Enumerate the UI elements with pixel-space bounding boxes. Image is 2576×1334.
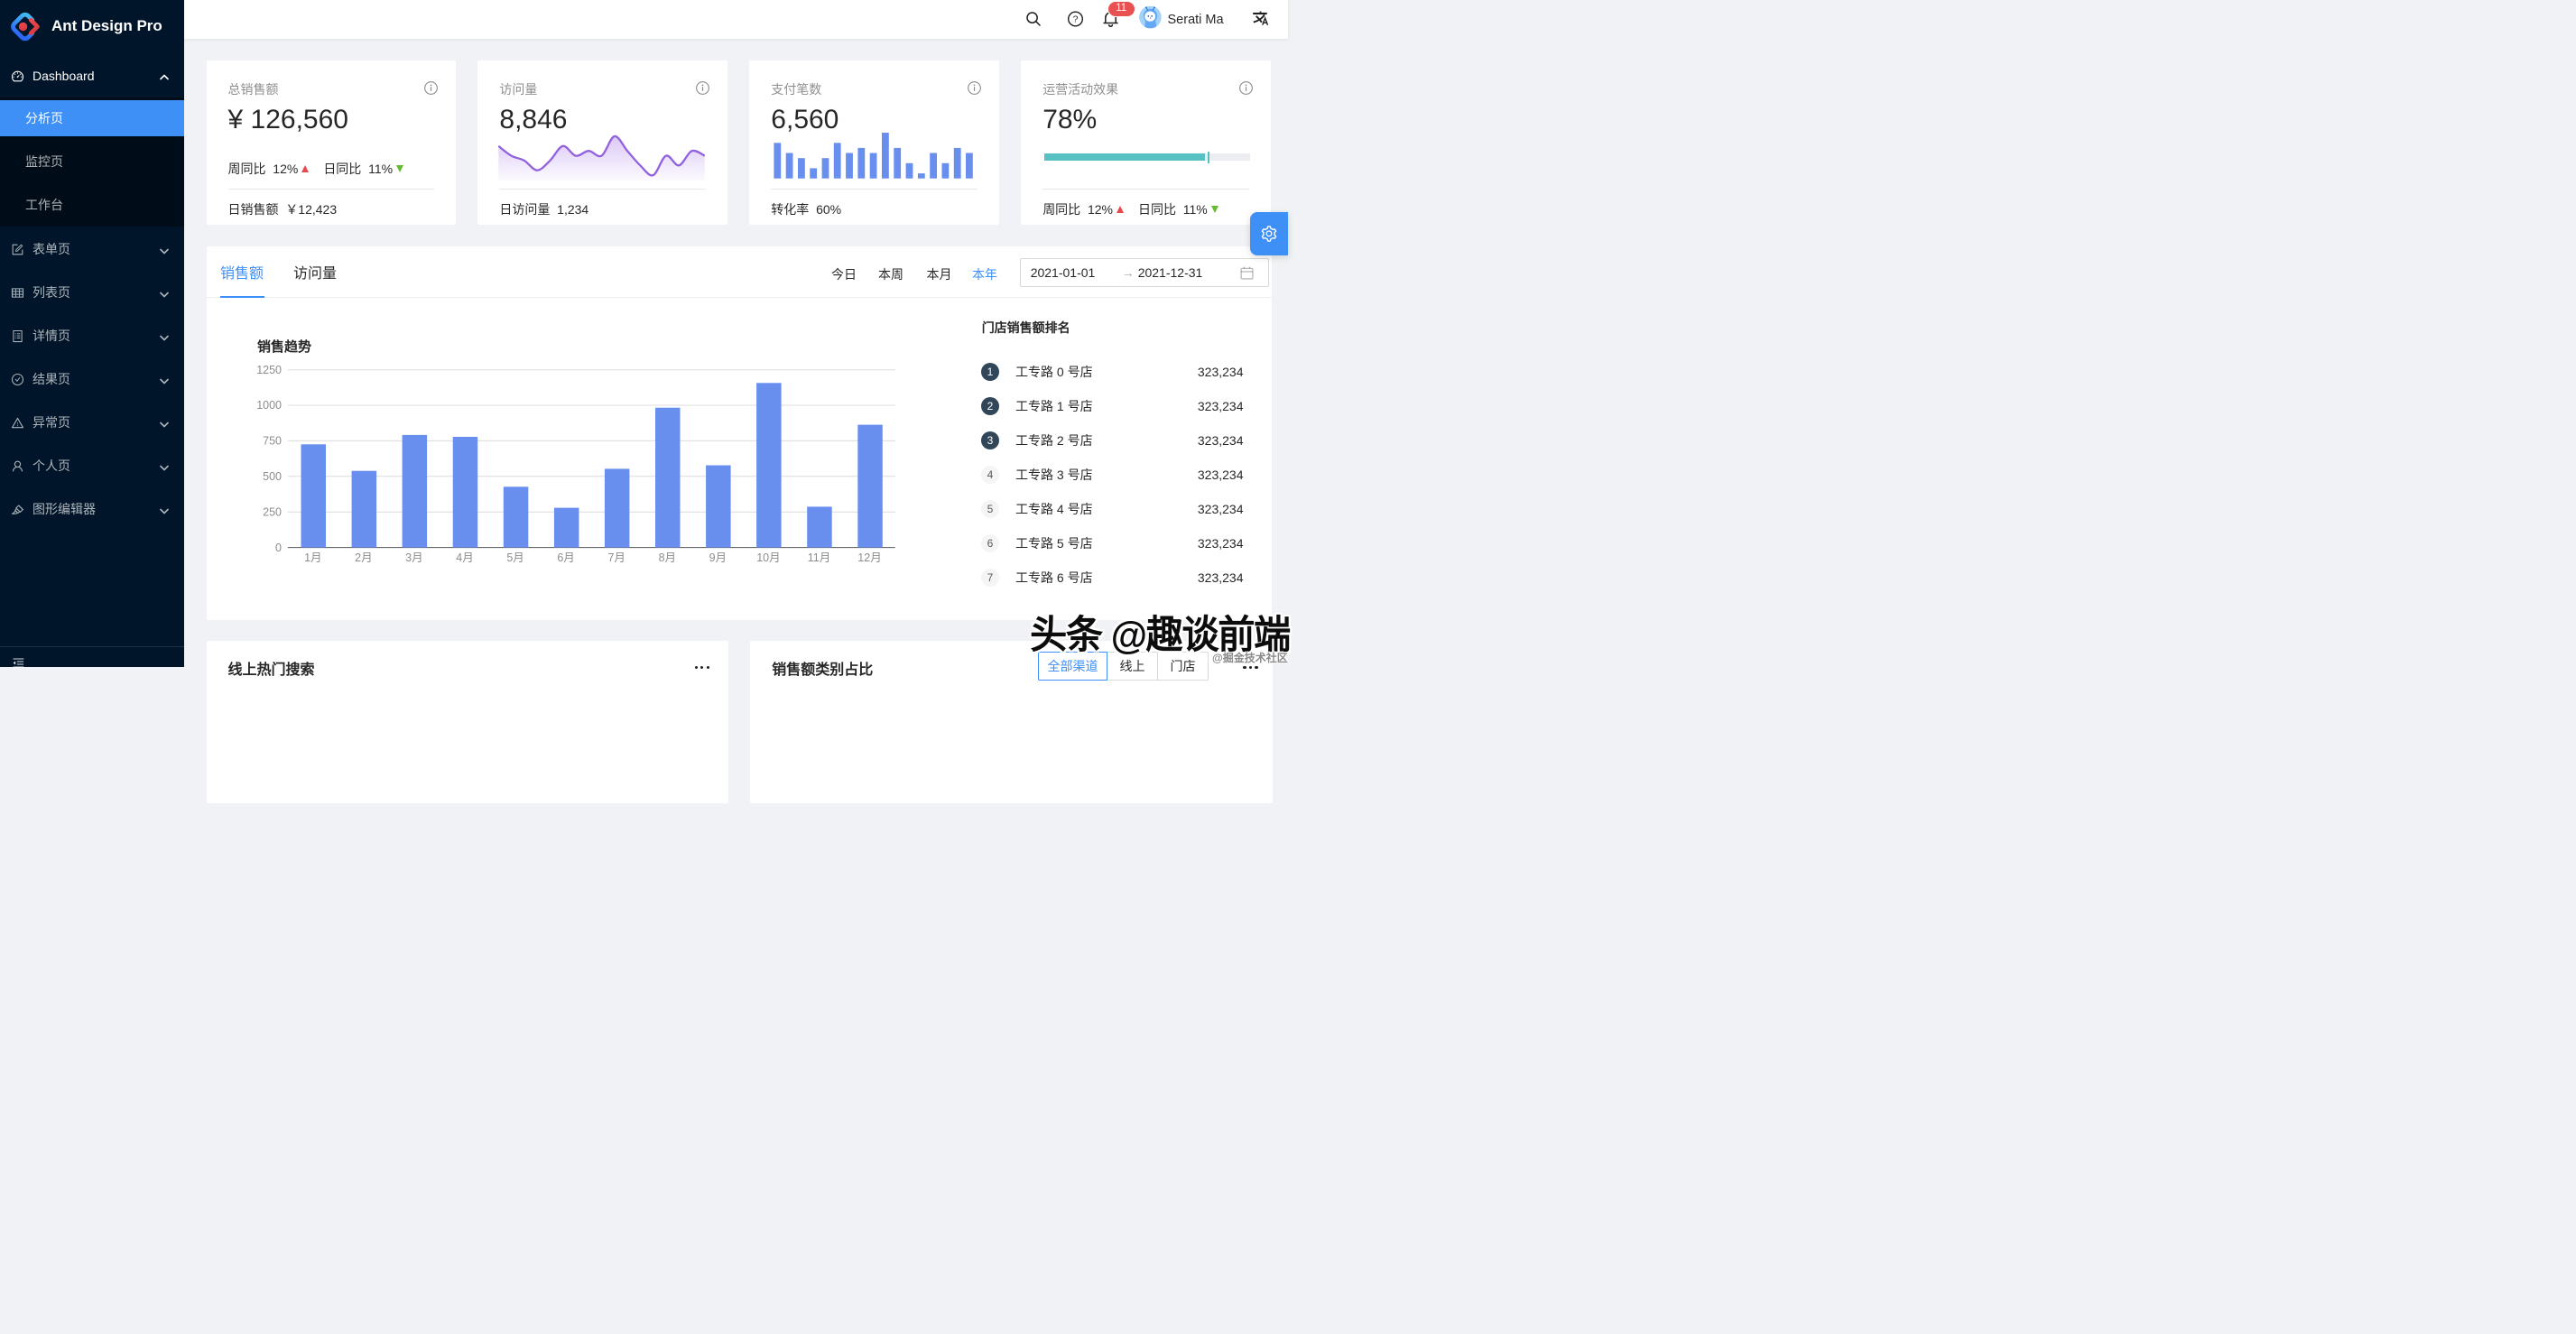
svg-text:0: 0 (275, 542, 282, 554)
svg-text:12月: 12月 (857, 551, 881, 564)
svg-text:750: 750 (263, 435, 282, 448)
svg-text:5月: 5月 (506, 551, 524, 564)
svg-text:11月: 11月 (807, 551, 829, 564)
svg-text:1000: 1000 (256, 399, 282, 412)
svg-text:500: 500 (263, 470, 282, 483)
svg-text:10月: 10月 (756, 551, 780, 564)
svg-text:1250: 1250 (256, 364, 282, 376)
svg-text:?: ? (1072, 14, 1078, 25)
svg-text:1月: 1月 (304, 551, 321, 564)
svg-text:8月: 8月 (658, 551, 675, 564)
svg-text:250: 250 (263, 505, 282, 518)
svg-text:2月: 2月 (355, 551, 372, 564)
svg-text:6月: 6月 (557, 551, 574, 564)
svg-text:4月: 4月 (456, 551, 473, 564)
svg-text:9月: 9月 (709, 551, 726, 564)
svg-text:销售趋势: 销售趋势 (257, 338, 311, 355)
svg-text:7月: 7月 (607, 551, 625, 564)
svg-text:3月: 3月 (405, 551, 422, 564)
